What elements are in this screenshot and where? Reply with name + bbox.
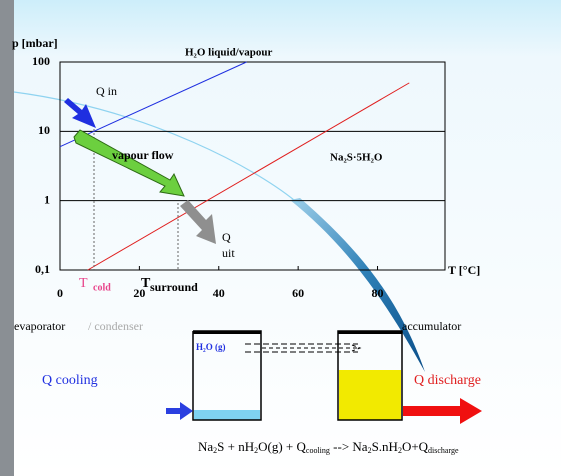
q-discharge-label: Q discharge: [414, 373, 481, 388]
cooling-arrow: [166, 402, 193, 420]
annotation: vapour flow: [112, 148, 174, 162]
equation-part: 2: [213, 446, 217, 455]
acc-top: [338, 331, 402, 334]
x-tick-label: 60: [292, 286, 304, 300]
equation-part: O+Q: [402, 439, 429, 454]
evaporator-label: evaporator: [14, 319, 65, 333]
annotation: uit: [222, 246, 235, 260]
equation-part: S + nH: [217, 439, 254, 454]
discharge-arrow: [403, 398, 482, 424]
salt-fill: [339, 370, 401, 420]
equation-part: 2: [398, 446, 402, 455]
x-tick-label: 20: [133, 286, 145, 300]
annotation: cold: [93, 282, 111, 293]
y-tick-label: 100: [32, 54, 50, 68]
equation-part: S.nH: [372, 439, 398, 454]
x-axis-label: T [°C]: [448, 263, 480, 277]
diagram: evaporator / condenser accumulator H₂O (…: [14, 319, 482, 455]
annotation: Q in: [96, 84, 117, 98]
q-cooling-label: Q cooling: [42, 373, 98, 388]
equation-part: 2: [254, 446, 258, 455]
y-tick-label: 1: [44, 192, 50, 206]
equation-part: 2: [368, 446, 372, 455]
series-label: Na₂S·5H₂O: [330, 152, 383, 164]
annotation: T: [79, 276, 88, 291]
y-axis-label: p [mbar]: [12, 36, 58, 50]
equation-part: O(g) + Q: [258, 439, 306, 454]
evap-top: [193, 331, 261, 334]
y-tick-label: 10: [38, 123, 50, 137]
q-out-arrow: [180, 200, 216, 244]
annotation: surround: [150, 280, 198, 294]
series-line: [59, 61, 247, 148]
vapour-arrow: [73, 129, 185, 197]
x-tick-label: 0: [57, 286, 63, 300]
annotation: Q: [222, 230, 231, 244]
vapour-label: H₂O (g): [196, 342, 225, 352]
y-tick-label: 0,1: [35, 262, 50, 276]
side-strip: [0, 0, 14, 476]
q-in-arrow: [64, 98, 96, 128]
annotation: T: [141, 276, 151, 291]
condenser-label: / condenser: [88, 319, 143, 333]
equation-part: --> Na: [330, 439, 368, 454]
equation: Na2S + nH2O(g) + Qcooling --> Na2S.nH2O+…: [198, 439, 459, 455]
plot: 100 10 1 0,1 0 20 40 60 80 H₂O liquid/vapour Na₂S·…: [32, 47, 446, 300]
x-tick-label: 80: [372, 286, 384, 300]
water-fill: [194, 410, 260, 420]
equation-part: Na: [198, 439, 213, 454]
series-line: [87, 82, 410, 271]
x-tick-label: 40: [213, 286, 225, 300]
series-label: H₂O liquid/vapour: [185, 47, 272, 59]
vapour-arrow: [262, 344, 362, 352]
accumulator-label: accumulator: [402, 319, 461, 333]
equation-part: cooling: [306, 446, 330, 455]
equation-part: discharge: [428, 446, 459, 455]
